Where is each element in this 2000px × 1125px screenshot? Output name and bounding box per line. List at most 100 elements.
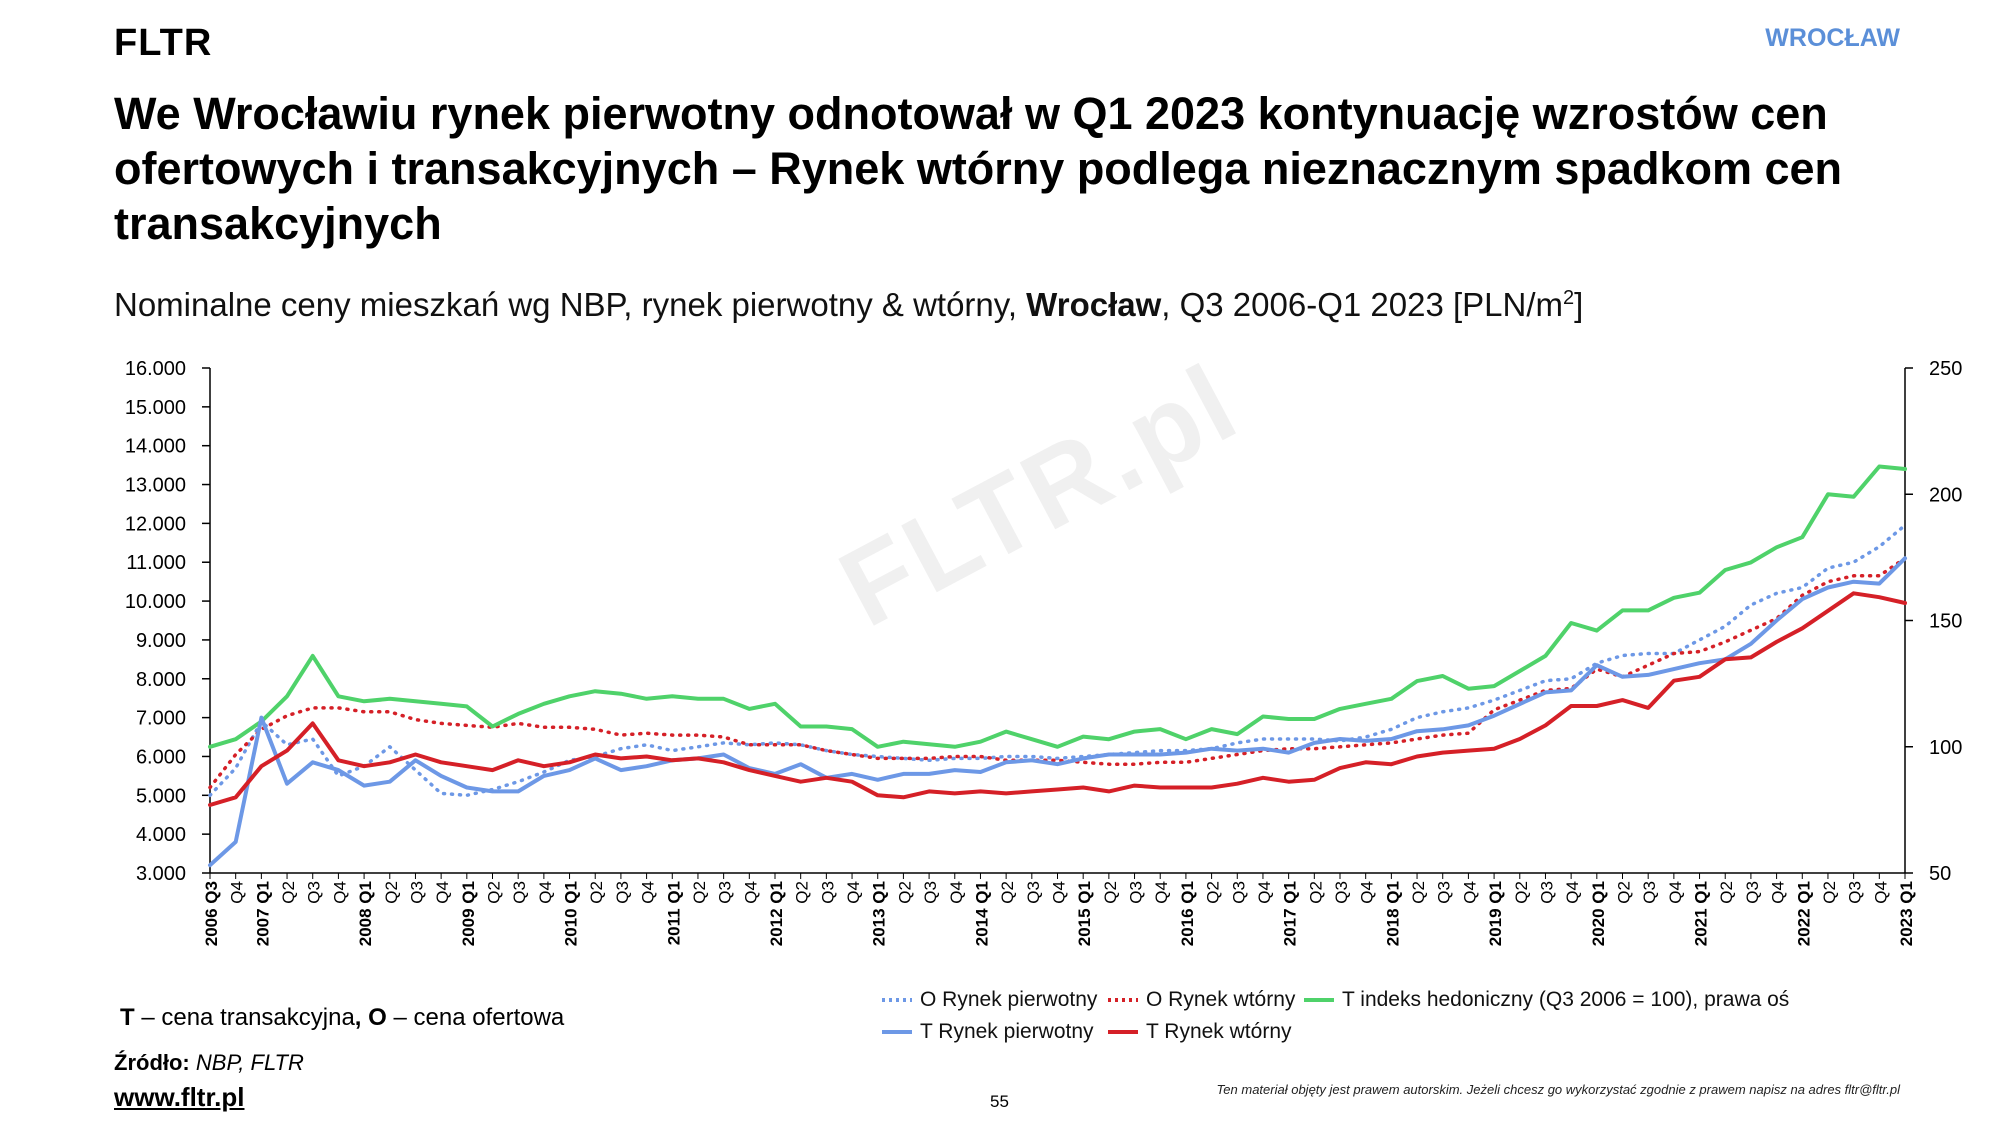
- series-line-t-rynek-pierwotny: [208, 556, 1907, 868]
- x-tick-label: Q3: [1743, 881, 1762, 904]
- legend-item-o-pierwotny: O Rynek pierwotny: [882, 988, 1097, 1012]
- legend-label: O Rynek wtórny: [1146, 988, 1296, 1011]
- x-tick-label: Q2: [1409, 881, 1428, 904]
- left-tick-label: 12.000: [125, 513, 186, 535]
- x-tick-label: Q4: [639, 881, 658, 904]
- legend-item-t-indeks: T indeks hedoniczny (Q3 2006 = 100), pra…: [1304, 988, 1789, 1012]
- x-tick-label: Q3: [305, 881, 324, 904]
- x-tick-label: Q2: [1306, 881, 1325, 904]
- x-tick-label: Q3: [1024, 881, 1043, 904]
- subtitle-suffix: , Q3 2006-Q1 2023 [PLN/m: [1161, 286, 1563, 323]
- x-tick-label: 2006 Q3: [202, 881, 221, 946]
- x-tick-label: Q4: [1871, 881, 1890, 904]
- website-link[interactable]: www.fltr.pl: [114, 1082, 245, 1112]
- x-tick-label: 2023 Q1: [1897, 881, 1916, 946]
- x-tick-label: 2021 Q1: [1692, 881, 1711, 946]
- x-tick-label: Q3: [1127, 881, 1146, 904]
- left-tick-label: 7.000: [136, 708, 186, 730]
- note-o-text: – cena ofertowa: [386, 1004, 565, 1031]
- right-tick-label: 150: [1929, 611, 1962, 633]
- x-tick-label: Q3: [921, 881, 940, 904]
- x-tick-label: Q3: [1640, 881, 1659, 904]
- x-tick-label: Q4: [330, 881, 349, 904]
- x-tick-label: Q2: [895, 881, 914, 904]
- x-tick-label: Q2: [1101, 881, 1120, 904]
- x-tick-label: Q4: [1050, 881, 1069, 904]
- x-tick-label: 2008 Q1: [356, 881, 375, 946]
- left-tick-label: 9.000: [136, 630, 186, 652]
- x-tick-label: Q2: [1820, 881, 1839, 904]
- x-tick-label: Q4: [947, 881, 966, 904]
- x-tick-label: Q4: [1769, 881, 1788, 904]
- note-o: O: [368, 1004, 387, 1031]
- x-tick-label: Q2: [1204, 881, 1223, 904]
- legend-label: T Rynek pierwotny: [920, 1020, 1094, 1043]
- note-t-text: – cena transakcyjna: [134, 1004, 355, 1031]
- x-tick-label: Q2: [1717, 881, 1736, 904]
- legend-item-o-wtorny: O Rynek wtórny: [1108, 988, 1295, 1012]
- x-tick-label: 2019 Q1: [1486, 881, 1505, 946]
- x-tick-label: Q2: [587, 881, 606, 904]
- x-tick-label: Q4: [1563, 881, 1582, 904]
- series-line-t-indeks-hedoniczny: [208, 464, 1907, 749]
- series-line-t-rynek-wtórny: [208, 591, 1907, 807]
- subtitle-end: ]: [1574, 286, 1584, 323]
- fltr-logo: FLTR: [114, 22, 213, 64]
- x-tick-label: 2016 Q1: [1178, 881, 1197, 946]
- x-tick-label: Q3: [716, 881, 735, 904]
- x-tick-label: Q3: [407, 881, 426, 904]
- left-tick-label: 6.000: [136, 746, 186, 768]
- left-tick-label: 5.000: [136, 785, 186, 807]
- source-value: NBP, FLTR: [189, 1050, 304, 1075]
- x-tick-label: 2017 Q1: [1281, 881, 1300, 946]
- x-tick-label: Q4: [741, 881, 760, 904]
- left-tick-label: 14.000: [125, 436, 186, 458]
- source-note: Źródło: NBP, FLTR: [114, 1050, 304, 1076]
- x-tick-label: 2011 Q1: [664, 881, 683, 945]
- x-tick-label: Q3: [818, 881, 837, 904]
- x-tick-label: Q2: [485, 881, 504, 904]
- x-tick-label: Q2: [382, 881, 401, 904]
- legend-swatch: [1108, 998, 1138, 1002]
- left-tick-label: 16.000: [125, 358, 186, 380]
- legend-item-t-wtorny: T Rynek wtórny: [1108, 1020, 1292, 1044]
- x-tick-label: 2012 Q1: [767, 881, 786, 946]
- x-tick-label: Q4: [1358, 881, 1377, 904]
- x-tick-label: Q4: [844, 881, 863, 904]
- series-line-o-rynek-pierwotny: [208, 523, 1907, 798]
- x-tick-label: 2007 Q1: [253, 881, 272, 946]
- left-tick-label: 11.000: [126, 552, 186, 574]
- left-tick-label: 13.000: [125, 475, 186, 497]
- left-tick-label: 3.000: [136, 863, 186, 885]
- x-tick-label: 2009 Q1: [459, 881, 478, 946]
- subtitle-sup: 2: [1563, 287, 1575, 309]
- x-tick-label: Q2: [1615, 881, 1634, 904]
- right-tick-label: 50: [1929, 863, 1951, 885]
- x-tick-label: Q3: [510, 881, 529, 904]
- x-tick-label: 2014 Q1: [972, 881, 991, 946]
- source-label: Źródło:: [114, 1050, 190, 1075]
- city-label: WROCŁAW: [1765, 24, 1900, 52]
- page-title: We Wrocławiu rynek pierwotny odnotował w…: [114, 88, 1843, 249]
- legend-swatch: [882, 1030, 912, 1034]
- x-tick-label: Q4: [1460, 881, 1479, 904]
- x-tick-label: Q3: [1332, 881, 1351, 904]
- left-tick-label: 4.000: [136, 824, 186, 846]
- x-tick-label: Q3: [1846, 881, 1865, 904]
- x-tick-label: Q3: [1229, 881, 1248, 904]
- x-tick-label: 2022 Q1: [1794, 881, 1813, 946]
- x-tick-label: 2018 Q1: [1383, 881, 1402, 946]
- left-tick-label: 8.000: [136, 669, 186, 691]
- x-tick-label: 2015 Q1: [1075, 881, 1094, 946]
- x-tick-label: Q4: [1255, 881, 1274, 904]
- legend-label: T Rynek wtórny: [1146, 1020, 1292, 1043]
- legend-swatch: [1304, 998, 1334, 1002]
- right-tick-label: 250: [1929, 358, 1962, 380]
- right-tick-label: 200: [1929, 484, 1962, 506]
- x-tick-label: 2013 Q1: [870, 881, 889, 946]
- x-tick-label: Q2: [998, 881, 1017, 904]
- x-tick-label: Q2: [1512, 881, 1531, 904]
- x-tick-label: Q2: [690, 881, 709, 904]
- page-number: 55: [990, 1092, 1009, 1111]
